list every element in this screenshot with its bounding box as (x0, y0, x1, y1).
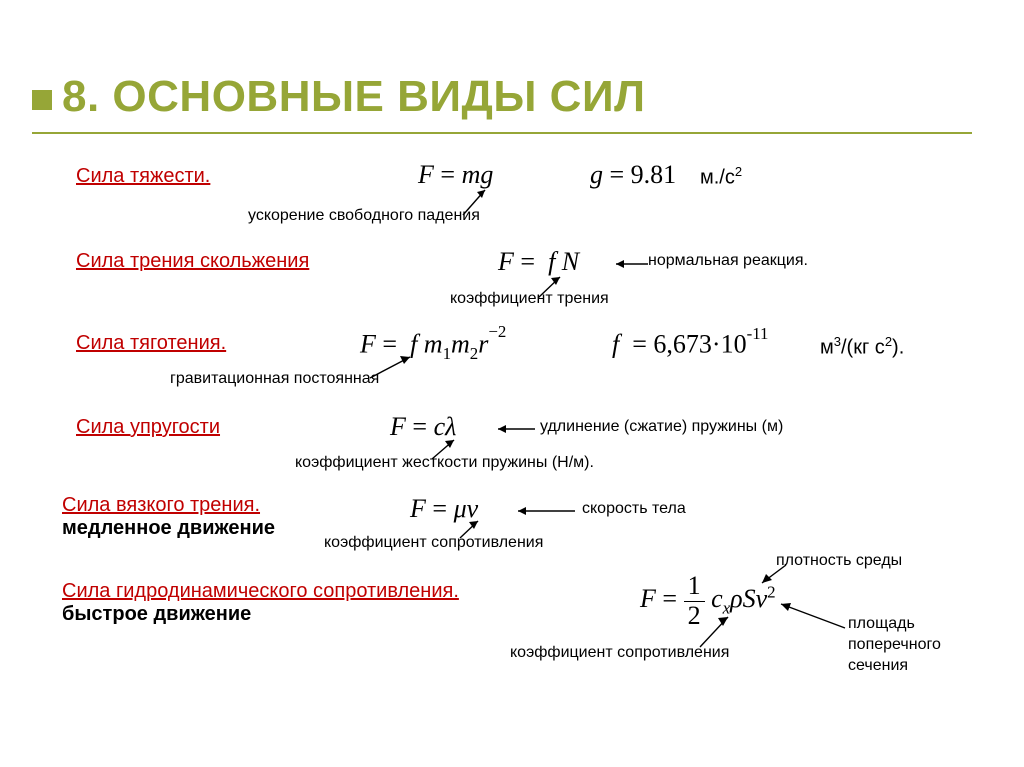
gravitation-unit-exp1: 3 (834, 334, 841, 349)
accent-square (32, 90, 52, 110)
arrow-icon (608, 259, 648, 269)
viscous-name: Сила вязкого трения. (62, 494, 260, 517)
arrow-icon (538, 273, 568, 298)
sliding-name: Сила трения скольжения (76, 250, 309, 273)
sliding-annotation-right: нормальная реакция. (648, 252, 808, 270)
hydro-annotation-rho: плотность среды (776, 552, 902, 570)
arrow-icon (370, 353, 420, 378)
gravity-constant: g = 9.81 (590, 160, 676, 190)
gravity-annotation: ускорение свободного падения (248, 207, 480, 225)
viscous-sub: медленное движение (62, 517, 275, 540)
arrow-icon (700, 612, 735, 647)
gravitation-unit-exp2: 2 (885, 334, 892, 349)
hydro-name: Сила гидродинамического сопротивления. (62, 580, 459, 603)
arrow-icon (432, 437, 462, 459)
hydro-sub: быстрое движение (62, 603, 251, 626)
arrow-icon (756, 565, 786, 587)
arrow-icon (463, 185, 493, 215)
hydro-annotation-bottom: коэффициент сопротивления (510, 644, 729, 662)
arrow-icon (510, 506, 575, 516)
elastic-annotation-right: удлинение (сжатие) пружины (м) (540, 418, 783, 436)
viscous-annotation-bottom: коэффициент сопротивления (324, 534, 543, 552)
arrow-icon (490, 424, 535, 434)
gravitation-annotation: гравитационная постоянная (170, 370, 379, 388)
gravity-unit: м./с2 (700, 164, 742, 190)
page-title: 8. ОСНОВНЫЕ ВИДЫ СИЛ (62, 72, 645, 122)
gravitation-unit: м3/(кг с2). (820, 334, 904, 360)
gravitation-constant: f = 6,673·10-11 (612, 328, 768, 360)
gravitation-name: Сила тяготения. (76, 332, 226, 355)
arrow-icon (460, 518, 485, 538)
gravitation-unit-close: ). (892, 337, 904, 359)
elastic-name: Сила упругости (76, 416, 220, 439)
gravitation-unit-den: /(кг с (841, 337, 885, 359)
viscous-annotation-right: скорость тела (582, 500, 686, 518)
gravity-unit-base: м./с (700, 167, 735, 189)
gravitation-unit-m: м (820, 337, 834, 359)
hydro-annotation-S: площадьпоперечногосечения (848, 614, 941, 676)
gravity-unit-exp: 2 (735, 164, 742, 179)
sliding-annotation-bottom: коэффициент трения (450, 290, 609, 308)
arrow-icon (775, 600, 845, 630)
gravity-name: Сила тяжести. (76, 165, 210, 188)
title-underline (32, 132, 972, 134)
